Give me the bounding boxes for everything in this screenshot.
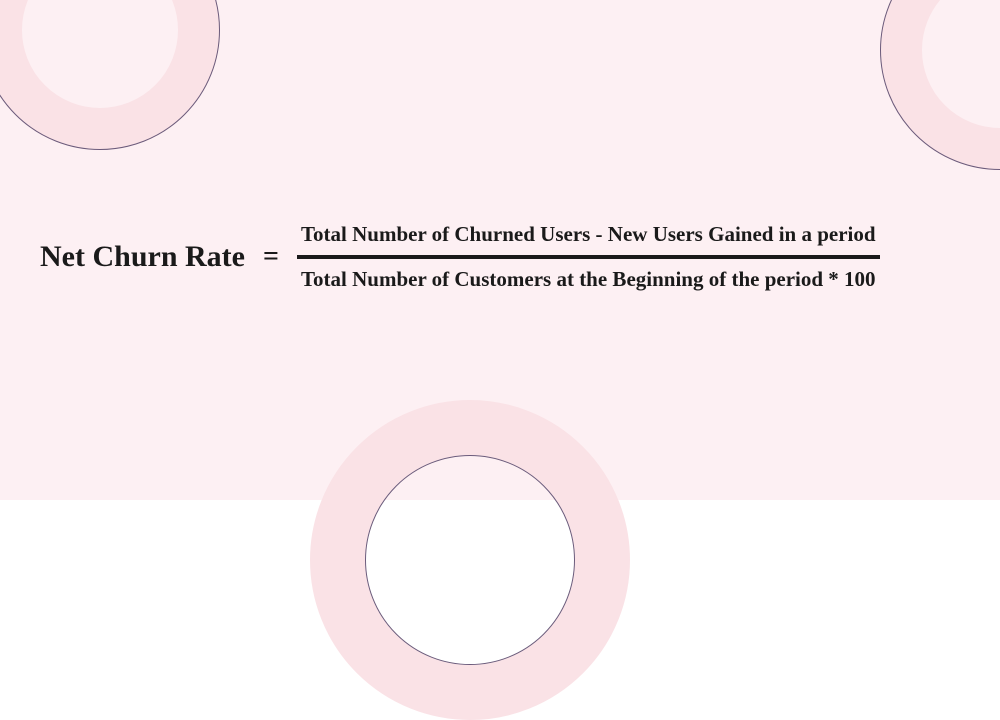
formula-lhs: Net Churn Rate — [40, 240, 245, 274]
deco-arc-top-right — [880, 0, 1000, 170]
deco-arc-top-left — [0, 0, 220, 150]
formula-numerator: Total Number of Churned Users - New User… — [297, 214, 880, 255]
deco-arc-bottom — [365, 455, 575, 665]
equals-sign: = — [263, 241, 279, 273]
formula-denominator: Total Number of Customers at the Beginni… — [297, 259, 880, 300]
formula-fraction: Total Number of Churned Users - New User… — [297, 214, 880, 300]
formula-row: Net Churn Rate = Total Number of Churned… — [40, 214, 880, 300]
formula-canvas: Net Churn Rate = Total Number of Churned… — [0, 0, 1000, 500]
